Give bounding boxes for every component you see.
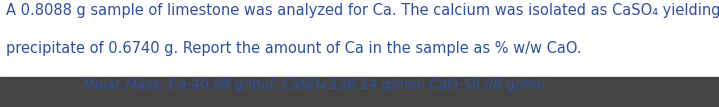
Bar [0, 77, 719, 107]
Text: Molar Mass: Ca-40.08 g/mol; CaSO₄-136.14 g/mol; CaO-56.08 g/mol: Molar Mass: Ca-40.08 g/mol; CaSO₄-136.14… [83, 78, 544, 92]
Text: precipitate of 0.6740 g. Report the amount of Ca in the sample as % w/w CaO.: precipitate of 0.6740 g. Report the amou… [6, 41, 582, 56]
Text: A 0.8088 g sample of limestone was analyzed for Ca. The calcium was isolated as : A 0.8088 g sample of limestone was analy… [6, 3, 719, 18]
